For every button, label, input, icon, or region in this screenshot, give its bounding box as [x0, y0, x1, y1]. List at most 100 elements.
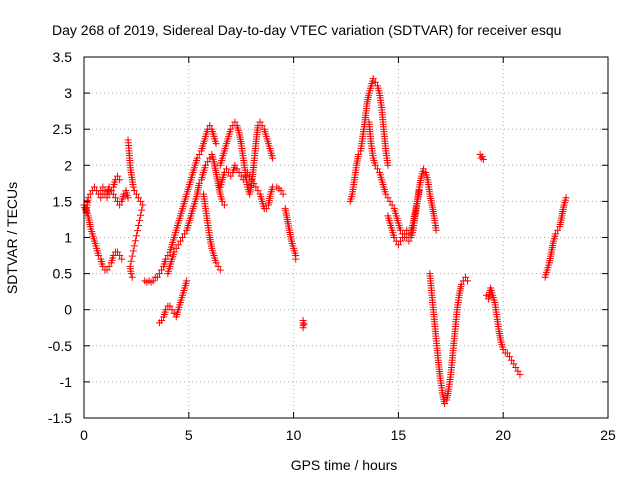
data-point	[246, 172, 254, 180]
x-tick-label: 5	[185, 427, 193, 443]
series-segment-15.5-17h	[405, 165, 440, 245]
data-point	[216, 266, 224, 274]
data-point	[129, 183, 137, 191]
data-point	[499, 345, 507, 353]
data-point	[105, 190, 113, 198]
data-point	[505, 353, 513, 361]
data-point	[371, 78, 379, 86]
data-point	[420, 165, 428, 173]
data-point	[248, 176, 256, 184]
data-point	[206, 122, 214, 130]
data-point	[127, 270, 135, 278]
data-point	[554, 226, 562, 234]
y-tick-label: -0.5	[48, 338, 72, 354]
data-point	[166, 302, 174, 310]
data-point	[99, 262, 107, 270]
series-segment-9.6-10.1h	[281, 205, 300, 263]
y-tick-label: 0	[64, 302, 72, 318]
data-point	[124, 194, 132, 202]
data-point	[133, 227, 141, 235]
y-tick-label: 1.5	[53, 193, 73, 209]
data-point	[176, 237, 184, 245]
chart-title: Day 268 of 2019, Sidereal Day-to-day VTE…	[52, 22, 561, 38]
data-point	[193, 154, 201, 162]
data-point	[129, 247, 137, 255]
y-tick-label: 2.5	[53, 121, 73, 137]
data-point	[371, 161, 379, 169]
data-point	[299, 324, 307, 332]
data-point	[202, 161, 210, 169]
data-point	[179, 234, 187, 241]
series-segment-3.6-5h-negative	[155, 277, 191, 327]
y-tick-label: 3	[64, 85, 72, 101]
data-point	[134, 221, 142, 229]
data-point	[218, 197, 226, 205]
data-point	[292, 255, 300, 263]
data-point	[138, 206, 146, 214]
data-point	[109, 252, 117, 260]
series-segment-14.5-15.5h-dip	[384, 212, 411, 249]
data-point	[279, 190, 287, 198]
data-point	[105, 262, 113, 270]
data-point	[254, 187, 262, 195]
series-segment-2.1-2.8h	[124, 136, 147, 281]
x-axis-label: GPS time / hours	[291, 457, 398, 473]
data-point	[512, 363, 520, 371]
data-point	[86, 190, 94, 198]
data-point	[136, 216, 144, 224]
data-point	[118, 255, 126, 263]
data-point	[97, 194, 105, 202]
data-point	[510, 360, 518, 368]
data-point	[252, 183, 260, 191]
data-point	[503, 349, 511, 357]
series-segment-6.5-9.5h-lower	[216, 161, 287, 213]
data-point	[386, 197, 394, 205]
data-point	[195, 150, 203, 158]
plot-frame	[83, 56, 609, 419]
data-point	[158, 266, 166, 274]
data-point	[170, 248, 178, 256]
data-point	[174, 241, 182, 249]
data-point	[114, 172, 122, 180]
data-point	[388, 201, 396, 209]
y-tick-label: 2	[64, 157, 72, 173]
axis-ticks: 0 5 10 15 20 25 -1.5 -1 -0.5 0 0.5 1 1.5 2 2.5 3 3.5	[48, 49, 616, 443]
y-tick-label: -1.5	[48, 410, 72, 426]
data-point	[382, 190, 390, 198]
data-point	[130, 187, 138, 195]
series-segment-4-6.7h-band	[164, 150, 228, 278]
data-point	[403, 226, 411, 234]
data-point	[99, 183, 107, 191]
data-point	[95, 252, 103, 260]
data-point	[131, 237, 139, 245]
data-point	[227, 125, 235, 133]
data-point	[137, 197, 145, 205]
data-point	[235, 169, 243, 177]
data-point	[231, 118, 239, 126]
data-point	[384, 194, 392, 202]
data-point	[405, 237, 413, 245]
data-point	[243, 169, 251, 177]
data-point	[181, 230, 189, 238]
data-point	[149, 277, 157, 285]
data-point	[128, 273, 136, 281]
data-point	[479, 156, 487, 164]
grid-lines	[84, 57, 608, 418]
data-point	[116, 252, 124, 260]
data-point	[401, 230, 409, 238]
data-point	[258, 122, 266, 130]
data-point	[355, 150, 363, 158]
series-segment-12.7-14.5h	[346, 75, 392, 205]
series-segment-2.9-6.6h-lower	[141, 122, 220, 286]
data-point	[103, 266, 111, 274]
data-point	[399, 234, 407, 241]
data-point	[516, 371, 524, 379]
data-point	[114, 248, 122, 256]
data-point	[195, 179, 203, 187]
data-point	[239, 176, 247, 184]
series-segment-19.2-20.8h	[482, 284, 524, 379]
y-tick-label: 0.5	[53, 266, 73, 282]
x-tick-label: 20	[495, 427, 511, 443]
data-point	[464, 277, 472, 285]
